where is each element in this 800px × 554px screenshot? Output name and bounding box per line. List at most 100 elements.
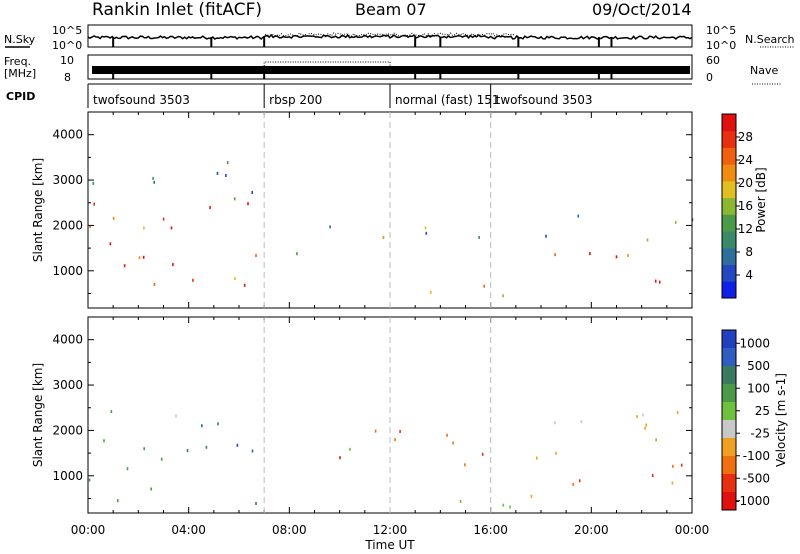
noise-panel: N.Sky 10^5 10^0 10^5 10^0 N.Search [4,24,795,52]
cpid-segment-label: twofsound 3503 [93,93,190,107]
data-cell [233,197,236,201]
data-cell [502,503,505,507]
velocity-y-tick-label: 2000 [52,423,83,437]
cpid-segment-label: normal (fast) 151 [395,93,499,107]
data-cell [509,505,511,509]
cpid-segment-label: twofsound 3503 [496,93,593,107]
data-cell [153,282,156,286]
data-cell [502,294,504,298]
data-cell [651,474,654,477]
data-cell [658,280,661,284]
x-tick-label: 20:00 [574,523,609,537]
nsky-label: N.Sky [4,33,36,46]
power-y-tick-label: 2000 [52,218,83,232]
cpid-panel: CPID twofsound 3503 rbsp 200 normal (fast)… [6,83,692,108]
data-cell [109,242,112,246]
power-colorbar-swatch [722,130,736,148]
data-cell [93,202,95,206]
data-cell [236,443,239,447]
data-cell [225,174,227,177]
data-cell [374,429,377,433]
velocity-colorbar-label: Velocity [m s-1] [774,373,788,467]
power-colorbar-swatch [722,114,736,132]
nsearch-tick-low: 10^0 [706,39,736,52]
data-cell [646,238,649,242]
freq-tick-high: 10 [60,54,74,67]
data-cell [126,467,129,471]
data-cell [162,217,165,221]
nave-tick-high: 60 [706,54,720,67]
data-cell [464,463,466,467]
data-cell [674,220,677,224]
nave-label: Nave [750,64,778,77]
power-colorbar-tick-label: 24 [738,153,753,167]
data-cell [209,206,211,210]
time-axis-tick-labels: 00:00 04:00 08:00 12:00 16:00 20:00 00:00 [71,523,710,537]
velocity-colorbar-tick-label: 25 [755,404,770,418]
data-cell [654,279,657,283]
data-cell [478,235,480,239]
velocity-colorbar-swatch [722,330,736,349]
data-cell [186,449,189,453]
data-cell [636,415,638,419]
data-cell [642,413,644,417]
data-cell [172,263,174,267]
data-cell [578,479,581,483]
data-cell [142,255,145,259]
data-cell [425,231,428,235]
data-cell [430,290,432,294]
data-cell [530,494,533,498]
velocity-colorbar-swatch [722,438,736,457]
velocity-colorbar-tick-label: -100 [743,449,770,463]
power-colorbar-tick-label: 20 [738,176,753,190]
power-colorbar-tick-label: 8 [745,245,753,259]
velocity-y-tick-label: 1000 [52,469,83,483]
velocity-colorbar-frame [721,329,737,511]
data-cell [452,441,454,445]
data-cell [234,277,236,281]
nsearch-trace [264,32,516,37]
data-cell [672,464,674,468]
data-cell [247,202,249,206]
data-cell [117,499,119,503]
data-cell [160,457,163,461]
data-cell [655,438,657,442]
data-cell [329,225,331,229]
data-cell [150,487,152,491]
data-cell [394,438,396,442]
power-y-tick-label: 4000 [52,128,83,142]
power-y-tick-label: 1000 [52,264,83,278]
nsearch-label: N.Search [745,33,795,46]
data-cell [205,445,208,449]
data-cell [399,430,401,433]
data-cell [644,426,646,430]
data-cell [680,463,683,467]
data-cell [103,439,105,443]
data-cell [554,421,556,425]
power-colorbar-swatch [722,247,736,265]
data-cell [671,481,674,485]
power-colorbar-swatch [722,231,736,249]
date-title: 09/Oct/2014 [592,0,692,19]
data-cell [153,180,155,184]
data-cell [123,264,126,268]
data-cell [459,499,462,503]
power-axes: 1000 2000 3000 4000 [52,111,693,308]
velocity-colorbar-tick-label: -1000 [735,494,770,508]
cpid-label: CPID [6,90,35,103]
velocity-colorbar-tick-label: 500 [747,359,770,373]
data-cell [572,482,574,486]
x-tick-label: 16:00 [473,523,508,537]
data-cell [243,283,246,287]
freq-trace [92,66,690,74]
freq-unit: [MHz] [4,67,36,80]
data-cell [349,447,351,451]
cpid-segment-label: rbsp 200 [269,93,322,107]
data-cell [226,161,229,165]
power-colorbar-tick-label: 4 [745,268,753,282]
data-cell [201,424,203,428]
velocity-colorbar-tick-label: -25 [750,426,770,440]
velocity-colorbar-tick-label: 1000 [739,336,770,350]
power-y-tick-label: 3000 [52,173,83,187]
